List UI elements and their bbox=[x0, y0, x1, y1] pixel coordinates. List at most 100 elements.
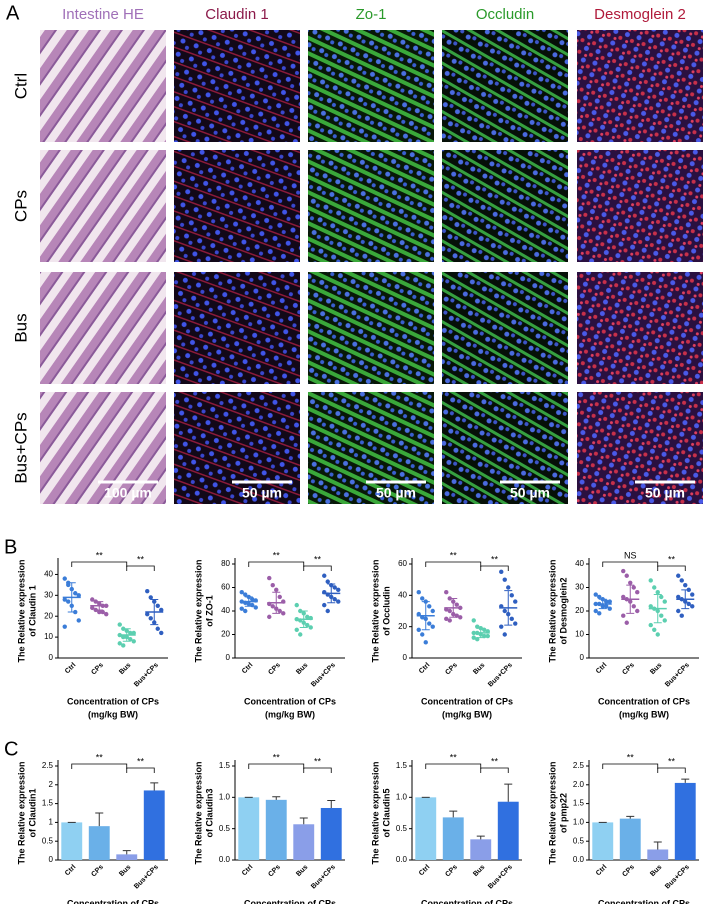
micrograph bbox=[308, 272, 434, 384]
error-bar bbox=[626, 815, 635, 819]
error-bar bbox=[299, 817, 308, 825]
dot bbox=[471, 635, 476, 640]
y-tick-label: 0.0 bbox=[573, 855, 585, 864]
x-tick-label: Ctrl bbox=[241, 662, 255, 676]
significance-label: ** bbox=[273, 752, 281, 762]
row-label: Bus+CPs bbox=[11, 412, 30, 483]
dot bbox=[662, 599, 667, 604]
y-tick-label: 2.5 bbox=[42, 761, 54, 770]
x-axis-label: (mg/kg BW) bbox=[88, 709, 138, 719]
dot bbox=[624, 573, 629, 578]
significance-bracket bbox=[126, 565, 155, 571]
error-bar bbox=[67, 582, 76, 613]
y-tick-label: 1.5 bbox=[42, 799, 54, 808]
y-axis-label: The Relative expression bbox=[16, 761, 26, 864]
x-tick-label: Bus+CPs bbox=[133, 864, 160, 891]
y-axis-label: The Relative expression bbox=[547, 761, 557, 864]
dot bbox=[62, 576, 67, 581]
y-tick-label: 2.5 bbox=[573, 761, 585, 770]
micrograph bbox=[442, 392, 568, 504]
dot bbox=[430, 608, 435, 614]
y-axis-label: The Relative expression bbox=[370, 559, 380, 662]
dot bbox=[690, 592, 695, 597]
bar bbox=[88, 826, 110, 860]
micrograph bbox=[174, 272, 300, 384]
significance-bracket bbox=[425, 763, 482, 769]
dot bbox=[502, 608, 507, 614]
dot bbox=[159, 607, 164, 613]
row-label: CPs bbox=[11, 190, 30, 222]
dot bbox=[499, 624, 504, 629]
significance-label: ** bbox=[314, 554, 322, 564]
dot bbox=[506, 585, 511, 590]
y-axis-label: of Desmoglein2 bbox=[558, 577, 568, 644]
y-tick-label: 0 bbox=[49, 653, 54, 662]
dot bbox=[121, 634, 126, 640]
bar bbox=[293, 824, 315, 860]
dot bbox=[420, 632, 425, 637]
dot bbox=[676, 594, 681, 600]
x-tick-label: Ctrl bbox=[418, 662, 432, 676]
y-tick-label: 1.0 bbox=[219, 792, 231, 801]
dot bbox=[652, 627, 657, 632]
error-bar bbox=[327, 583, 336, 604]
x-axis-label: (mg/kg BW) bbox=[619, 709, 669, 719]
significance-bracket bbox=[303, 565, 332, 571]
bar bbox=[592, 822, 614, 860]
dot bbox=[597, 594, 602, 600]
dot bbox=[270, 582, 275, 588]
x-tick-label: Bus bbox=[649, 662, 663, 676]
y-tick-label: 0 bbox=[226, 653, 231, 662]
significance-label: ** bbox=[314, 756, 322, 766]
x-axis-label: Concentration of CPs bbox=[598, 898, 690, 904]
error-bar bbox=[504, 590, 513, 626]
y-tick-label: 0.5 bbox=[396, 824, 408, 833]
significance-bracket bbox=[248, 561, 305, 567]
dot bbox=[648, 604, 653, 609]
dot bbox=[648, 622, 653, 628]
error-bar bbox=[653, 594, 662, 624]
x-tick-label: Bus bbox=[295, 864, 309, 878]
significance-label: ** bbox=[491, 554, 499, 564]
error-bar bbox=[476, 627, 485, 639]
x-axis-label: (mg/kg BW) bbox=[442, 709, 492, 719]
x-tick-label: Bus+CPs bbox=[487, 662, 514, 689]
dot bbox=[420, 596, 425, 601]
x-tick-label: CPs bbox=[267, 662, 282, 677]
x-tick-label: Ctrl bbox=[64, 864, 78, 878]
error-bar bbox=[272, 591, 281, 614]
y-tick-label: 10 bbox=[44, 632, 53, 641]
significance-label: ** bbox=[96, 752, 104, 762]
dot bbox=[686, 601, 691, 607]
dot bbox=[277, 594, 282, 600]
x-tick-label: CPs bbox=[90, 864, 105, 879]
dot bbox=[604, 599, 609, 604]
y-tick-label: 10 bbox=[575, 630, 584, 639]
panel-label: B bbox=[4, 536, 17, 558]
dot bbox=[131, 630, 136, 636]
dot bbox=[679, 578, 684, 583]
y-tick-label: 40 bbox=[398, 590, 407, 599]
micrograph bbox=[308, 30, 434, 142]
y-axis-label: of Claudin 1 bbox=[27, 585, 37, 637]
scale-bar-label: 50 µm bbox=[376, 485, 416, 501]
significance-label: ** bbox=[137, 554, 145, 564]
dot bbox=[635, 608, 640, 614]
y-tick-label: 0.5 bbox=[42, 836, 54, 845]
x-axis-label: (mg/kg BW) bbox=[265, 709, 315, 719]
dot bbox=[447, 608, 452, 614]
y-tick-label: 40 bbox=[575, 559, 584, 568]
micrograph bbox=[577, 30, 703, 142]
error-bar bbox=[476, 835, 485, 840]
y-axis-label: of Claudin3 bbox=[204, 789, 214, 838]
error-bar bbox=[244, 596, 253, 607]
bar bbox=[238, 797, 260, 860]
error-bar bbox=[95, 812, 104, 827]
dot bbox=[155, 626, 160, 631]
dot bbox=[502, 632, 507, 637]
y-tick-label: 0 bbox=[580, 653, 585, 662]
dot bbox=[332, 597, 337, 602]
dot bbox=[423, 640, 428, 645]
dot bbox=[499, 569, 504, 575]
dot bbox=[659, 594, 664, 600]
